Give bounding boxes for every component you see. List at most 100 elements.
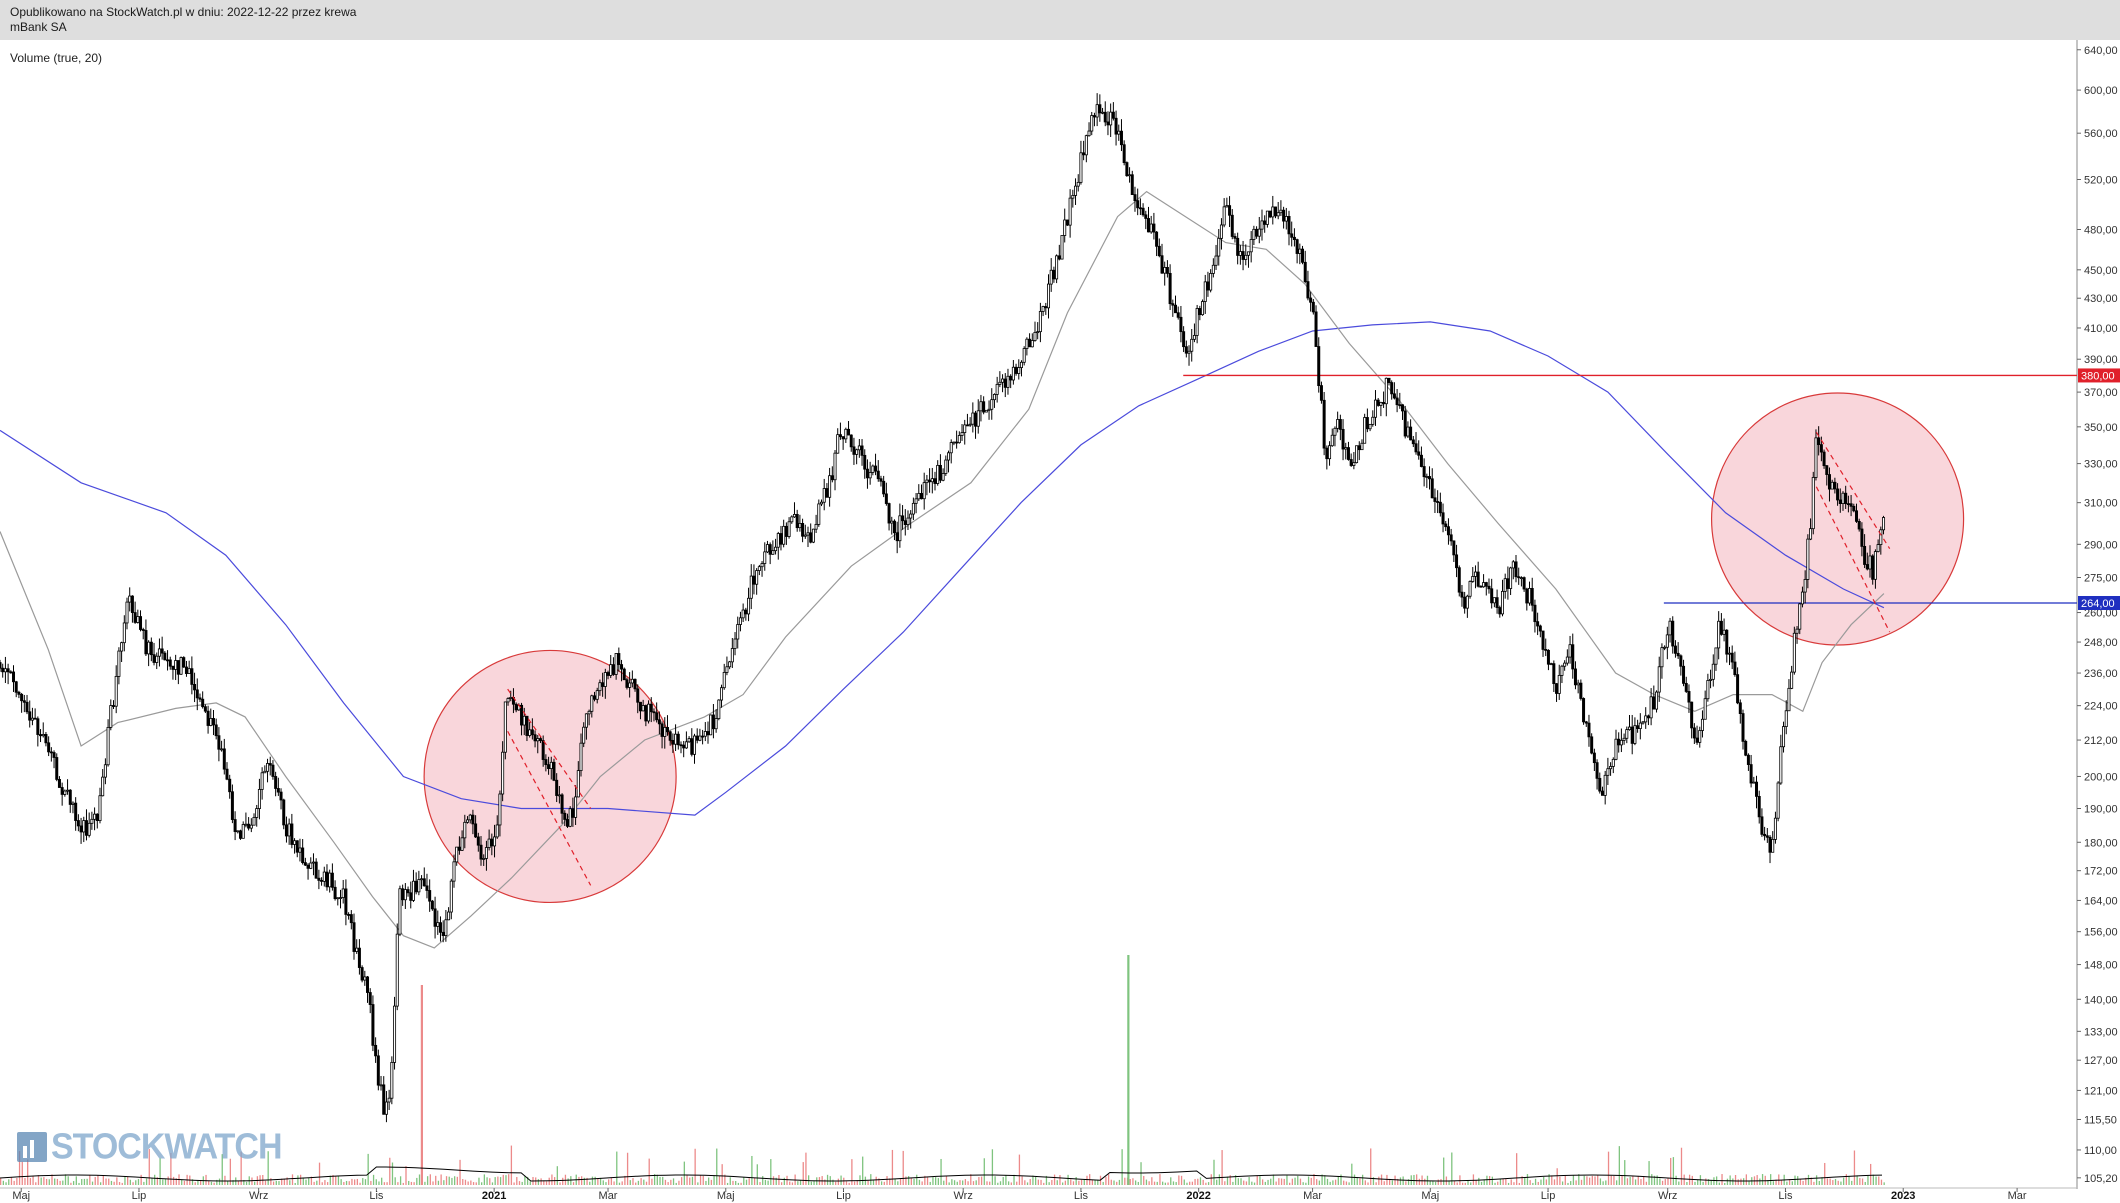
volume-bar xyxy=(145,1178,148,1185)
volume-bar xyxy=(613,1181,615,1185)
volume-bar xyxy=(1245,1181,1248,1185)
candle-body xyxy=(806,532,810,536)
candle-body xyxy=(965,424,969,427)
candle-body xyxy=(476,836,480,846)
volume-bar xyxy=(548,1177,550,1185)
volume-bar xyxy=(389,1157,391,1185)
volume-bar xyxy=(959,1180,961,1185)
x-tick-label: Lip xyxy=(1541,1190,1556,1202)
candle-body xyxy=(1452,540,1456,556)
candle-body xyxy=(636,688,640,703)
candle-body xyxy=(1765,835,1769,838)
candle-body xyxy=(171,665,175,670)
volume-bar xyxy=(494,1177,496,1185)
volume-bar xyxy=(1299,1178,1302,1185)
candle-body xyxy=(493,836,497,847)
candle-body xyxy=(1119,130,1123,146)
volume-bar xyxy=(399,1176,402,1185)
short-moving-average xyxy=(0,190,1885,949)
volume-bar xyxy=(1005,1175,1007,1185)
candle-body xyxy=(1417,451,1421,456)
candle-body xyxy=(836,434,840,454)
volume-bar xyxy=(745,1179,748,1185)
volume-bar xyxy=(291,1174,294,1185)
volume-bar xyxy=(586,1177,588,1185)
candle-body xyxy=(933,478,937,484)
volume-bar xyxy=(1383,1181,1385,1185)
candle-body xyxy=(730,648,734,663)
candle-body xyxy=(1460,591,1464,598)
candle-body xyxy=(1757,796,1761,818)
candle-body xyxy=(682,744,686,749)
chart-header: Opublikowano na StockWatch.pl w dniu: 20… xyxy=(0,0,2120,40)
volume-bar xyxy=(337,1175,340,1185)
x-tick-label: Lis xyxy=(369,1190,384,1202)
volume-bar xyxy=(1194,1178,1196,1185)
volume-bar xyxy=(737,1182,740,1185)
volume-bar xyxy=(435,1175,437,1185)
volume-bar xyxy=(64,1174,67,1185)
candle-body xyxy=(733,638,737,649)
volume-bar xyxy=(402,1182,404,1185)
candle-body xyxy=(1303,261,1307,283)
candle-body xyxy=(871,465,875,473)
y-tick-label: 430,00 xyxy=(2084,293,2118,305)
volume-bar xyxy=(710,1179,713,1185)
candle-body xyxy=(555,779,559,796)
candle-body xyxy=(1409,426,1413,441)
volume-bar xyxy=(1145,1179,1148,1185)
volume-bar xyxy=(499,1177,502,1185)
candle-body xyxy=(938,464,942,481)
candle-body xyxy=(968,423,972,426)
candle-body xyxy=(1382,402,1386,405)
candle-body xyxy=(1287,216,1291,235)
candle-body xyxy=(230,791,234,820)
candle-body xyxy=(447,911,451,921)
candle-body xyxy=(857,445,861,451)
volume-bar xyxy=(983,1158,985,1185)
volume-bar xyxy=(1432,1181,1434,1185)
candle-body xyxy=(901,515,905,522)
volume-bar xyxy=(1615,1180,1618,1185)
candle-body xyxy=(0,662,2,669)
candle-body xyxy=(590,695,594,712)
candle-body xyxy=(1065,219,1069,226)
volume-bar xyxy=(1737,1179,1739,1185)
candle-body xyxy=(720,687,724,701)
volume-bar xyxy=(1424,1178,1426,1185)
candle-body xyxy=(1530,588,1534,606)
candle-body xyxy=(430,900,434,910)
volume-bar xyxy=(1189,1181,1191,1185)
candle-body xyxy=(106,726,110,766)
volume-bar xyxy=(1237,1178,1239,1185)
volume-bar xyxy=(213,1182,215,1185)
candle-body xyxy=(1644,715,1648,723)
candle-body xyxy=(1709,678,1713,681)
highlight-circle xyxy=(423,649,677,904)
volume-bar xyxy=(345,1180,348,1185)
candle-body xyxy=(1319,385,1323,401)
candle-body xyxy=(1619,739,1623,746)
volume-bar xyxy=(1721,1174,1723,1185)
candle-body xyxy=(1457,567,1461,593)
volume-bar xyxy=(1372,1177,1375,1185)
volume-bar xyxy=(191,1179,194,1185)
candle-body xyxy=(295,840,299,853)
volume-bar xyxy=(508,1174,510,1185)
volume-bar xyxy=(72,1181,75,1185)
candle-body xyxy=(1652,696,1656,710)
volume-bar xyxy=(1091,1179,1094,1185)
candle-body xyxy=(6,668,10,673)
candle-body xyxy=(647,703,651,722)
candle-body xyxy=(830,475,834,481)
candle-body xyxy=(1479,585,1483,588)
candle-body xyxy=(1030,340,1034,348)
volume-bar xyxy=(1134,1180,1137,1185)
volume-bar xyxy=(121,1182,123,1185)
candle-body xyxy=(549,761,553,769)
candle-body xyxy=(44,734,48,744)
volume-bar xyxy=(1707,1179,1710,1185)
volume-bar xyxy=(232,1180,234,1185)
volume-bar xyxy=(226,1181,229,1185)
